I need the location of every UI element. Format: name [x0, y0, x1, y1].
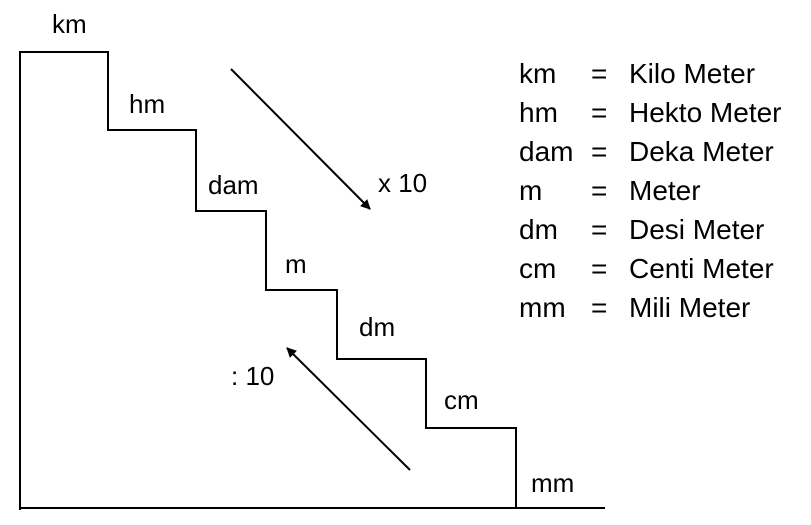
legend-name: Deka Meter	[629, 136, 774, 167]
legend-row-cm: cm = Centi Meter	[519, 249, 782, 288]
legend-row-m: m = Meter	[519, 171, 782, 210]
legend-equals: =	[591, 175, 608, 206]
legend-row-km: km = Kilo Meter	[519, 54, 782, 93]
legend-abbr: cm	[519, 253, 557, 284]
step-label-km: km	[52, 9, 87, 39]
legend-abbr: m	[519, 175, 543, 206]
legend-row-mm: mm = Mili Meter	[519, 288, 782, 327]
unit-legend: km = Kilo Meter hm = Hekto Meter dam = D…	[519, 54, 782, 327]
legend-abbr: hm	[519, 97, 558, 128]
step-label-mm: mm	[531, 468, 574, 498]
legend-equals: =	[591, 253, 608, 284]
legend-name: Kilo Meter	[629, 58, 756, 89]
legend-name: Mili Meter	[629, 292, 751, 323]
arrow-down-multiply	[230, 68, 371, 210]
legend-equals: =	[591, 292, 608, 323]
legend-name: Hekto Meter	[629, 97, 782, 128]
step-label-dm: dm	[359, 312, 395, 342]
staircase-outline	[19, 51, 517, 510]
legend-equals: =	[591, 97, 608, 128]
legend-name: Centi Meter	[629, 253, 774, 284]
legend-abbr: mm	[519, 292, 566, 323]
legend-equals: =	[591, 136, 608, 167]
legend-equals: =	[591, 58, 608, 89]
step-label-hm: hm	[129, 89, 165, 119]
divide-label: : 10	[231, 361, 274, 391]
legend-row-dam: dam = Deka Meter	[519, 132, 782, 171]
legend-equals: =	[591, 214, 608, 245]
arrow-up-divide	[286, 347, 411, 471]
multiply-label: x 10	[378, 168, 427, 198]
legend-abbr: dam	[519, 136, 574, 167]
legend-row-dm: dm = Desi Meter	[519, 210, 782, 249]
legend-abbr: km	[519, 58, 557, 89]
legend-name: Desi Meter	[629, 214, 765, 245]
step-label-dam: dam	[208, 170, 259, 200]
step-label-cm: cm	[444, 385, 479, 415]
step-label-m: m	[285, 249, 307, 279]
legend-name: Meter	[629, 175, 701, 206]
legend-abbr: dm	[519, 214, 558, 245]
legend-row-hm: hm = Hekto Meter	[519, 93, 782, 132]
